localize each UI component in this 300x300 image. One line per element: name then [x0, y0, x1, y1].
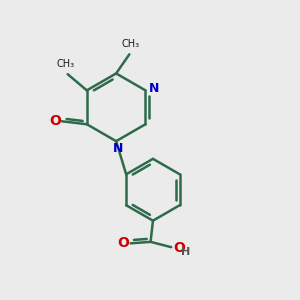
Text: O: O — [50, 114, 61, 128]
Text: CH₃: CH₃ — [56, 59, 74, 69]
Text: O: O — [117, 236, 129, 250]
Text: N: N — [112, 142, 123, 155]
Text: CH₃: CH₃ — [122, 39, 140, 49]
Text: N: N — [148, 82, 159, 94]
Text: H: H — [181, 248, 190, 257]
Text: O: O — [174, 241, 185, 255]
